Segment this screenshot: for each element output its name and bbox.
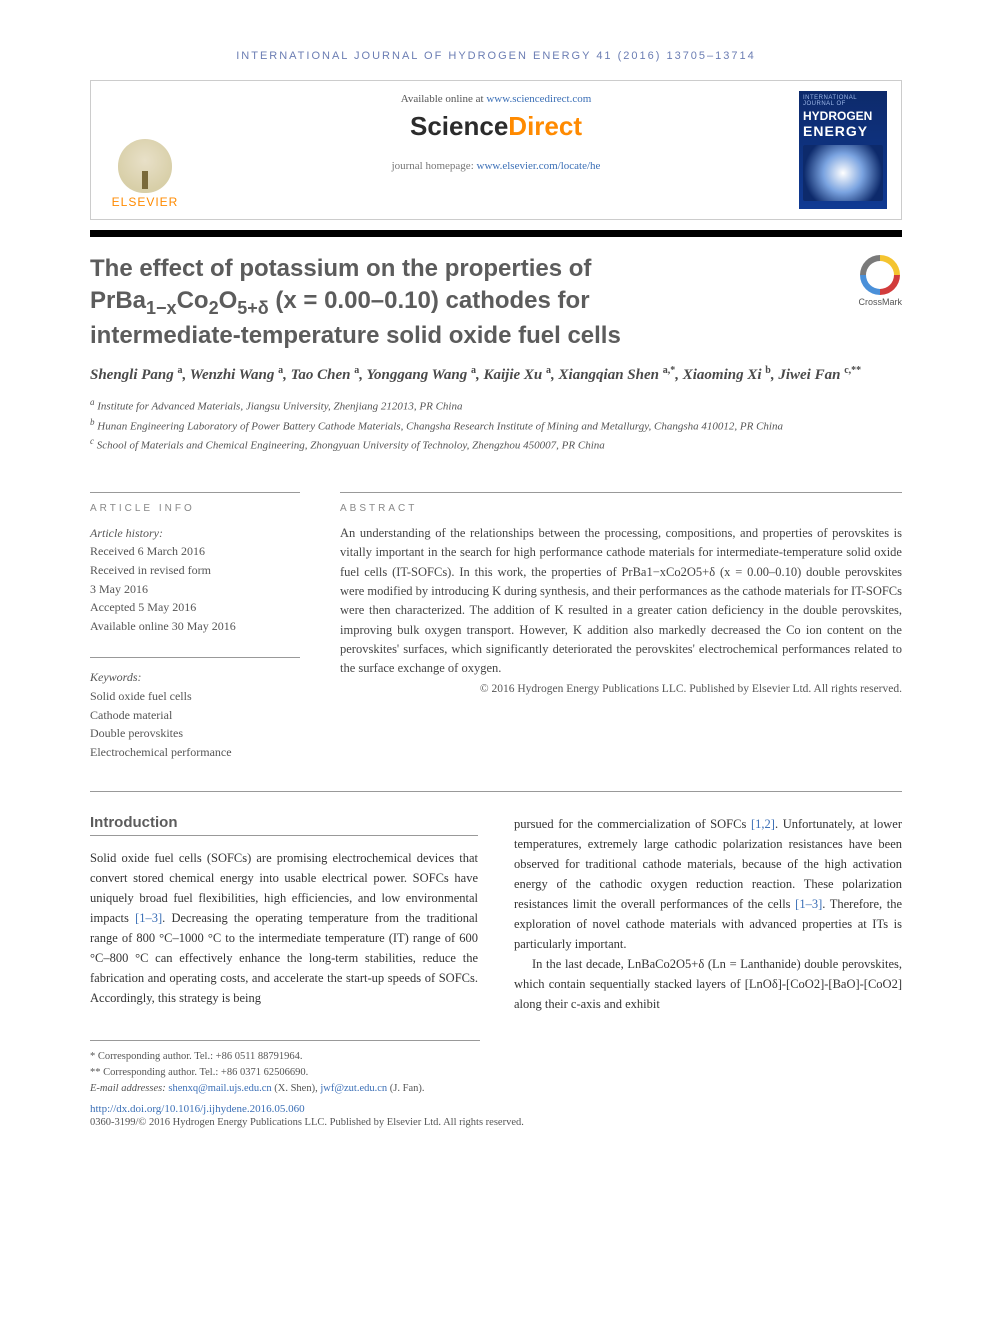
- black-rule: [90, 230, 902, 237]
- article-history: Article history: Received 6 March 2016 R…: [90, 524, 300, 636]
- ref-link-1-3-a[interactable]: [1–3]: [135, 911, 162, 925]
- running-head: INTERNATIONAL JOURNAL OF HYDROGEN ENERGY…: [90, 50, 902, 62]
- email-shen-who: (X. Shen),: [272, 1083, 321, 1094]
- cover-title-1: HYDROGEN: [803, 109, 883, 123]
- title-line-1: The effect of potassium on the propertie…: [90, 255, 591, 282]
- sd-word-1: Science: [410, 111, 508, 141]
- keyword-1: Solid oxide fuel cells: [90, 687, 300, 706]
- cover-title-2: ENERGY: [803, 123, 883, 139]
- title-sub-2a: 2: [209, 298, 219, 318]
- body-divider: [90, 791, 902, 792]
- journal-header-box: ELSEVIER INTERNATIONAL JOURNAL OF HYDROG…: [90, 80, 902, 220]
- elsevier-logo: ELSEVIER: [105, 139, 185, 209]
- homepage-link[interactable]: www.elsevier.com/locate/he: [477, 160, 601, 172]
- corresponding-2: ** Corresponding author. Tel.: +86 0371 …: [90, 1065, 480, 1081]
- crossmark-badge[interactable]: CrossMark: [858, 255, 902, 307]
- title-sub-1mx: 1−x: [146, 298, 177, 318]
- keywords: Keywords: Solid oxide fuel cells Cathode…: [90, 657, 300, 761]
- keyword-2: Cathode material: [90, 706, 300, 725]
- crossmark-label: CrossMark: [858, 297, 902, 307]
- abstract-label: ABSTRACT: [340, 492, 902, 514]
- article-title: The effect of potassium on the propertie…: [90, 253, 770, 353]
- introduction-heading: Introduction: [90, 814, 478, 836]
- title-line-2-rest: (x = 0.00–0.10) cathodes for: [269, 287, 590, 314]
- cover-supertitle: INTERNATIONAL JOURNAL OF: [803, 95, 883, 107]
- crossmark-icon: [860, 255, 900, 295]
- keywords-heading: Keywords:: [90, 668, 300, 687]
- article-info-label: ARTICLE INFO: [90, 492, 300, 514]
- body-right-p1: pursued for the commercialization of SOF…: [514, 814, 902, 954]
- sciencedirect-link[interactable]: www.sciencedirect.com: [486, 93, 591, 105]
- sd-word-2: Direct: [508, 111, 582, 141]
- journal-cover-thumbnail: INTERNATIONAL JOURNAL OF HYDROGEN ENERGY: [799, 91, 887, 209]
- elsevier-tree-icon: [118, 139, 172, 193]
- body-left-p1b: . Decreasing the operating temperature f…: [90, 911, 478, 1005]
- ref-link-1-2[interactable]: [1,2]: [751, 817, 775, 831]
- affiliation-b-text: Hunan Engineering Laboratory of Power Ba…: [97, 420, 783, 432]
- affiliation-a-text: Institute for Advanced Materials, Jiangs…: [97, 401, 462, 413]
- available-prefix: Available online at: [401, 93, 487, 105]
- elsevier-wordmark: ELSEVIER: [105, 195, 185, 209]
- history-accepted: Accepted 5 May 2016: [90, 598, 300, 617]
- keyword-3: Double perovskites: [90, 724, 300, 743]
- history-revised-2: 3 May 2016: [90, 580, 300, 599]
- email-fan[interactable]: jwf@zut.edu.cn: [320, 1083, 387, 1094]
- body-right-p2-text: In the last decade, LnBaCo2O5+δ (Ln = La…: [514, 954, 902, 1014]
- journal-homepage: journal homepage: www.elsevier.com/locat…: [109, 160, 883, 172]
- history-online: Available online 30 May 2016: [90, 617, 300, 636]
- abstract-copyright: © 2016 Hydrogen Energy Publications LLC.…: [340, 683, 902, 695]
- history-received: Received 6 March 2016: [90, 542, 300, 561]
- history-revised-1: Received in revised form: [90, 561, 300, 580]
- email-fan-who: (J. Fan).: [387, 1083, 424, 1094]
- author-list: Shengli Pang a, Wenzhi Wang a, Tao Chen …: [90, 363, 902, 387]
- title-formula-prba: PrBa: [90, 287, 146, 314]
- cover-graphic: [803, 145, 883, 201]
- ref-link-1-3-b[interactable]: [1–3]: [795, 897, 822, 911]
- history-heading: Article history:: [90, 524, 300, 543]
- title-formula-o: O: [219, 287, 238, 314]
- title-sub-5pd: 5+δ: [237, 298, 268, 318]
- affiliation-c: c School of Materials and Chemical Engin…: [90, 435, 902, 454]
- corresponding-1: * Corresponding author. Tel.: +86 0511 8…: [90, 1049, 480, 1065]
- email-line: E-mail addresses: shenxq@mail.ujs.edu.cn…: [90, 1081, 480, 1097]
- affiliations: a Institute for Advanced Materials, Jian…: [90, 396, 902, 453]
- body-right-p2: In the last decade, LnBaCo2O5+δ (Ln = La…: [514, 954, 902, 1014]
- title-line-3: intermediate-temperature solid oxide fue…: [90, 322, 621, 349]
- body-right-p1a: pursued for the commercialization of SOF…: [514, 817, 751, 831]
- keyword-4: Electrochemical performance: [90, 743, 300, 762]
- footnotes: * Corresponding author. Tel.: +86 0511 8…: [90, 1040, 480, 1096]
- emails-prefix: E-mail addresses:: [90, 1083, 168, 1094]
- affiliation-c-text: School of Materials and Chemical Enginee…: [97, 439, 605, 451]
- email-shen[interactable]: shenxq@mail.ujs.edu.cn: [168, 1083, 271, 1094]
- abstract-text: An understanding of the relationships be…: [340, 524, 902, 679]
- affiliation-b: b Hunan Engineering Laboratory of Power …: [90, 416, 902, 435]
- body-left-p1: Solid oxide fuel cells (SOFCs) are promi…: [90, 848, 478, 1008]
- bottom-copyright: 0360-3199/© 2016 Hydrogen Energy Publica…: [90, 1117, 902, 1128]
- doi-link[interactable]: http://dx.doi.org/10.1016/j.ijhydene.201…: [90, 1103, 305, 1115]
- homepage-prefix: journal homepage:: [392, 160, 477, 172]
- title-formula-co: Co: [177, 287, 209, 314]
- affiliation-a: a Institute for Advanced Materials, Jian…: [90, 396, 902, 415]
- available-online: Available online at www.sciencedirect.co…: [109, 93, 883, 105]
- sciencedirect-logo: ScienceDirect: [109, 111, 883, 142]
